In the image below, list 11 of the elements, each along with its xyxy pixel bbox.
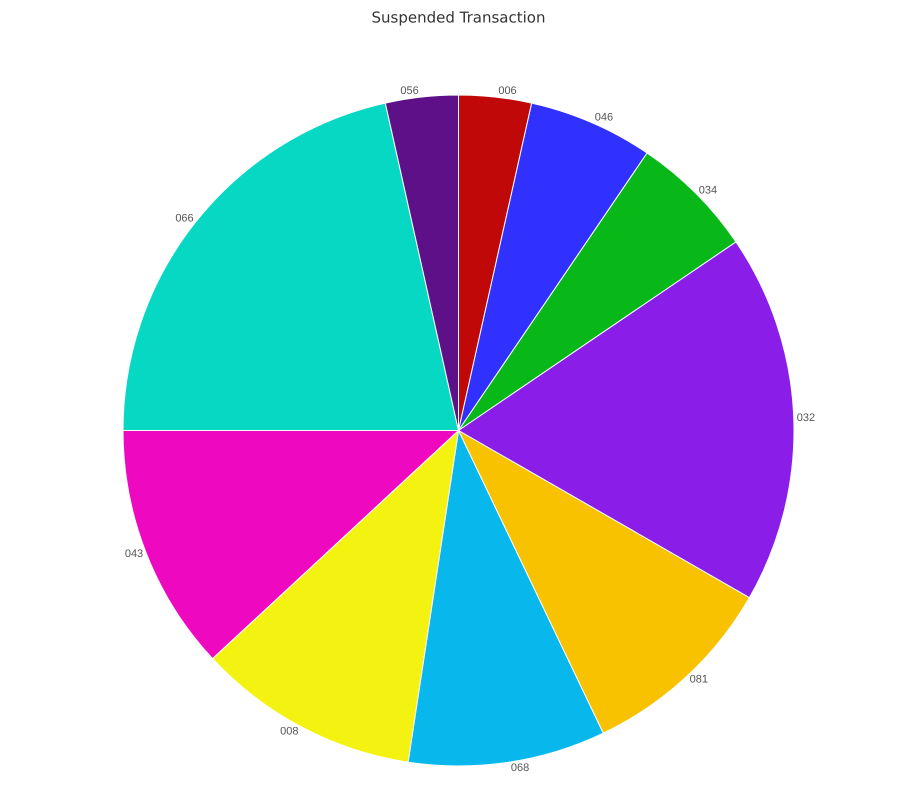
slice-label: 046	[594, 112, 614, 124]
slice-label: 034	[698, 184, 718, 196]
slice-label: 006	[498, 85, 517, 98]
slice-label: 032	[796, 412, 816, 424]
slice-label: 056	[400, 85, 419, 98]
slice-label: 081	[690, 674, 708, 686]
slice-label: 068	[510, 762, 530, 774]
slice-label: 066	[175, 212, 194, 224]
slice-label: 043	[124, 548, 144, 560]
chart-title: Suspended Transaction	[372, 8, 546, 27]
slice-label: 008	[280, 726, 299, 738]
